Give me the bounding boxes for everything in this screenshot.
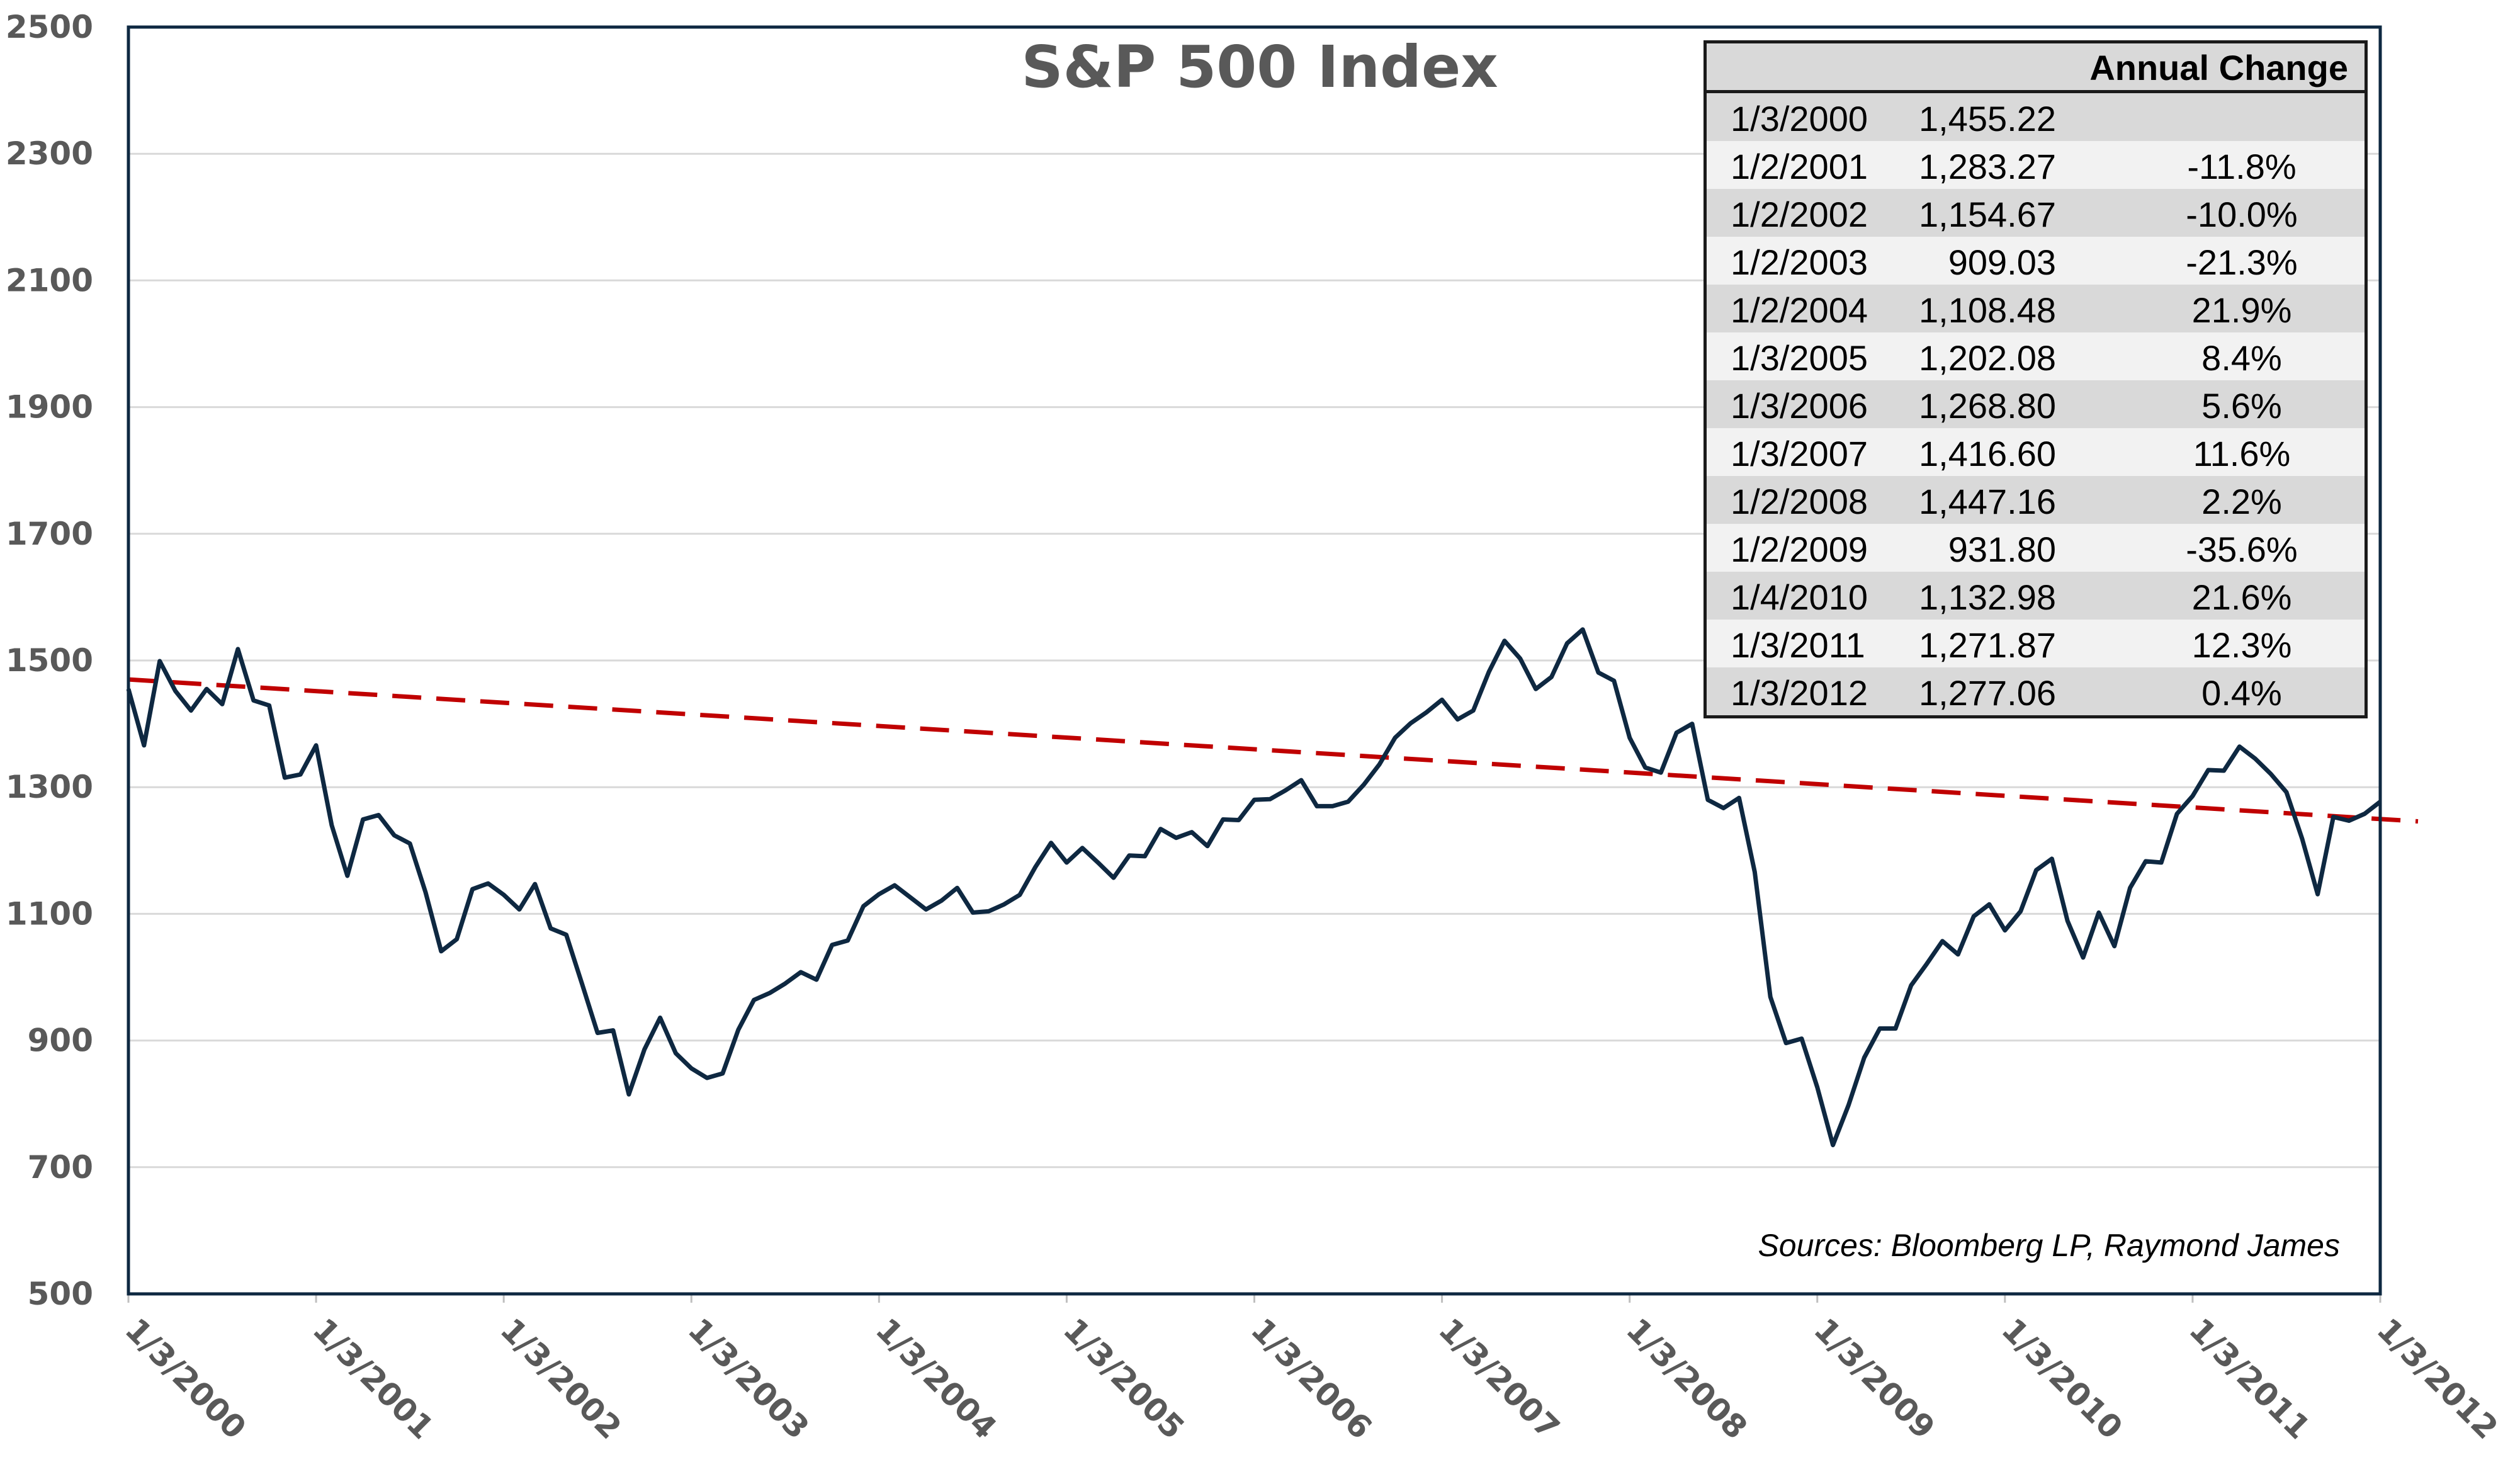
table-row: 1/3/2006 1,268.80 5.6% xyxy=(1707,380,2365,428)
y-tick-label: 2500 xyxy=(6,9,93,45)
row-change: -21.3% xyxy=(2186,242,2298,282)
table-row: 1/3/2012 1,277.06 0.4% xyxy=(1707,667,2365,715)
row-date: 1/3/2007 xyxy=(1731,434,1868,473)
row-change: 21.9% xyxy=(2191,290,2292,330)
row-change: 2.2% xyxy=(2201,482,2282,521)
row-date: 1/2/2003 xyxy=(1731,242,1868,282)
row-change: -35.6% xyxy=(2186,530,2298,569)
table-row: 1/2/2004 1,108.48 21.9% xyxy=(1707,285,2365,332)
row-value: 931.80 xyxy=(1948,530,2056,569)
plot-area-border xyxy=(127,25,2382,1296)
row-date: 1/2/2008 xyxy=(1731,482,1868,521)
y-tick-label: 2100 xyxy=(6,262,93,298)
x-tick-label: 1/3/2000 xyxy=(118,1311,253,1446)
row-date: 1/2/2002 xyxy=(1731,195,1868,234)
y-tick-label: 1700 xyxy=(6,516,93,552)
y-axis-labels: 2500 2300 2100 1900 1700 1500 1300 1100 900 700 50… xyxy=(6,9,93,1312)
row-value: 1,268.80 xyxy=(1919,386,2056,426)
x-tick-label: 1/3/2003 xyxy=(681,1311,816,1446)
row-value: 1,108.48 xyxy=(1919,290,2056,330)
row-date: 1/4/2010 xyxy=(1731,577,1868,617)
row-value: 1,271.87 xyxy=(1919,625,2056,665)
table-row: 1/3/2005 1,202.08 8.4% xyxy=(1707,332,2365,380)
row-change: 12.3% xyxy=(2191,625,2292,665)
y-tick-label: 500 xyxy=(28,1276,93,1312)
y-tick-label: 1300 xyxy=(6,769,93,805)
table-row: 1/2/2009 931.80 -35.6% xyxy=(1707,524,2365,572)
x-tick-label: 1/3/2009 xyxy=(1807,1311,1941,1446)
row-date: 1/3/2005 xyxy=(1731,338,1868,378)
row-value: 1,283.27 xyxy=(1919,147,2056,186)
row-value: 1,455.22 xyxy=(1919,99,2056,139)
table-header: Annual Change xyxy=(1707,43,2365,93)
row-value: 1,202.08 xyxy=(1919,338,2056,378)
x-tick-label: 1/3/2004 xyxy=(869,1311,1003,1446)
y-tick-label: 900 xyxy=(28,1023,93,1059)
table-row: 1/2/2001 1,283.27 -11.8% xyxy=(1707,141,2365,189)
x-tick-label: 1/3/2007 xyxy=(1432,1311,1566,1446)
x-tick-label: 1/3/2010 xyxy=(1994,1311,2129,1446)
chart-title: S&P 500 Index xyxy=(1021,33,1498,101)
row-change: 0.4% xyxy=(2201,673,2282,713)
x-axis-labels: 1/3/2000 1/3/2001 1/3/2002 1/3/2003 1/3/2004… xyxy=(118,1311,2505,1446)
row-change: 8.4% xyxy=(2201,338,2282,378)
table-row: 1/2/2003 909.03 -21.3% xyxy=(1707,237,2365,285)
row-date: 1/2/2001 xyxy=(1731,147,1868,186)
row-date: 1/3/2006 xyxy=(1731,386,1868,426)
row-value: 1,416.60 xyxy=(1919,434,2056,473)
source-note: Sources: Bloomberg LP, Raymond James xyxy=(1758,1228,2340,1263)
table-row: 1/3/2007 1,416.60 11.6% xyxy=(1707,428,2365,476)
row-value: 909.03 xyxy=(1948,242,2056,282)
row-value: 1,447.16 xyxy=(1919,482,2056,521)
row-date: 1/2/2009 xyxy=(1731,530,1868,569)
row-value: 1,132.98 xyxy=(1919,577,2056,617)
y-tick-label: 1500 xyxy=(6,642,93,679)
table-row: 1/3/2011 1,271.87 12.3% xyxy=(1707,620,2365,667)
sp500-series-line xyxy=(126,627,2382,1148)
row-date: 1/3/2000 xyxy=(1731,99,1868,139)
x-tick-label: 1/3/2008 xyxy=(1619,1311,1754,1446)
row-date: 1/3/2011 xyxy=(1731,625,1865,665)
row-change: 5.6% xyxy=(2201,386,2282,426)
annual-change-table: Annual Change 1/3/2000 1,455.22 1/2/2001 1,… xyxy=(1704,40,2368,718)
x-tick-label: 1/3/2011 xyxy=(2182,1311,2317,1446)
row-change: 11.6% xyxy=(2193,434,2291,473)
x-tick-label: 1/3/2005 xyxy=(1056,1311,1191,1446)
row-value: 1,277.06 xyxy=(1919,673,2056,713)
table-row: 1/2/2002 1,154.67 -10.0% xyxy=(1707,189,2365,237)
x-tick-label: 1/3/2006 xyxy=(1244,1311,1379,1446)
row-change: -10.0% xyxy=(2186,195,2298,234)
annual-change-header: Annual Change xyxy=(2089,48,2348,88)
y-tick-label: 1900 xyxy=(6,389,93,426)
row-change: -11.8% xyxy=(2187,147,2297,186)
y-tick-label: 2300 xyxy=(6,135,93,172)
row-change: 21.6% xyxy=(2191,577,2292,617)
table-row: 1/2/2008 1,447.16 2.2% xyxy=(1707,476,2365,524)
x-tick-label: 1/3/2002 xyxy=(494,1311,628,1446)
y-tick-label: 1100 xyxy=(6,895,93,932)
row-value: 1,154.67 xyxy=(1919,195,2056,234)
x-tick-label: 1/3/2001 xyxy=(306,1311,441,1446)
row-date: 1/3/2012 xyxy=(1731,673,1868,713)
table-row: 1/4/2010 1,132.98 21.6% xyxy=(1707,572,2365,620)
row-date: 1/2/2004 xyxy=(1731,290,1868,330)
y-tick-label: 700 xyxy=(28,1149,93,1186)
trend-line xyxy=(128,677,2419,824)
table-row: 1/3/2000 1,455.22 xyxy=(1707,93,2365,141)
x-tick-label: 1/3/2012 xyxy=(2370,1311,2505,1446)
